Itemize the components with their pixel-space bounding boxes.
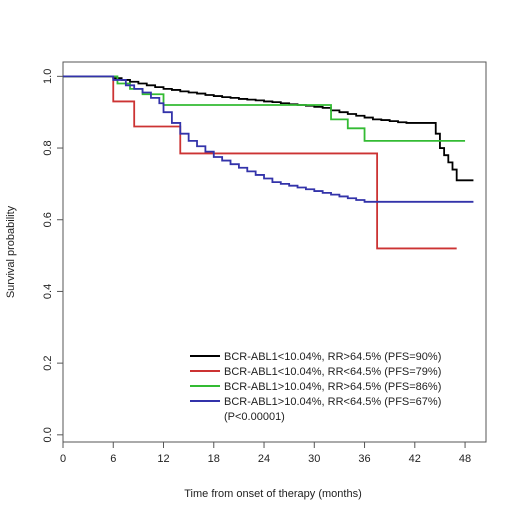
x-tick-label: 24 [258,453,270,465]
legend-entry-4: BCR-ABL1>10.04%, RR<64.5% (PFS=67%) [224,396,441,408]
series-line-3 [63,75,466,142]
y-tick-label: 0.4 [42,284,54,299]
x-tick-label: 36 [358,453,370,465]
legend-entry-2: BCR-ABL1<10.04%, RR<64.5% (PFS=79%) [224,366,441,378]
legend: BCR-ABL1<10.04%, RR>64.5% (PFS=90%) BCR-A… [190,351,441,423]
x-tick-label: 30 [308,453,320,465]
y-axis-label: Survival probability [5,205,17,298]
y-tick-label: 0.6 [42,212,54,227]
x-tick-label: 0 [60,453,66,465]
x-axis-label: Time from onset of therapy (months) [184,488,362,500]
p-value-annotation: (P<0.00001) [224,411,285,423]
x-tick-label: 42 [409,453,421,465]
series-line-4 [63,75,474,203]
axes: 0 6 12 18 24 30 36 42 48 0.0 0.2 0.4 0.6 0.8 1.0 [42,61,487,465]
survival-curves [63,75,474,250]
x-tick-label: 12 [157,453,169,465]
y-tick-label: 0.0 [42,427,54,442]
legend-entry-1: BCR-ABL1<10.04%, RR>64.5% (PFS=90%) [224,351,441,363]
y-tick-label: 0.2 [42,355,54,370]
y-tick-label: 1.0 [42,69,54,84]
plot-frame [62,61,487,443]
y-tick-label: 0.8 [42,140,54,155]
legend-entry-3: BCR-ABL1>10.04%, RR>64.5% (PFS=86%) [224,381,441,393]
x-tick-label: 48 [459,453,471,465]
x-tick-label: 18 [208,453,220,465]
x-tick-label: 6 [110,453,116,465]
